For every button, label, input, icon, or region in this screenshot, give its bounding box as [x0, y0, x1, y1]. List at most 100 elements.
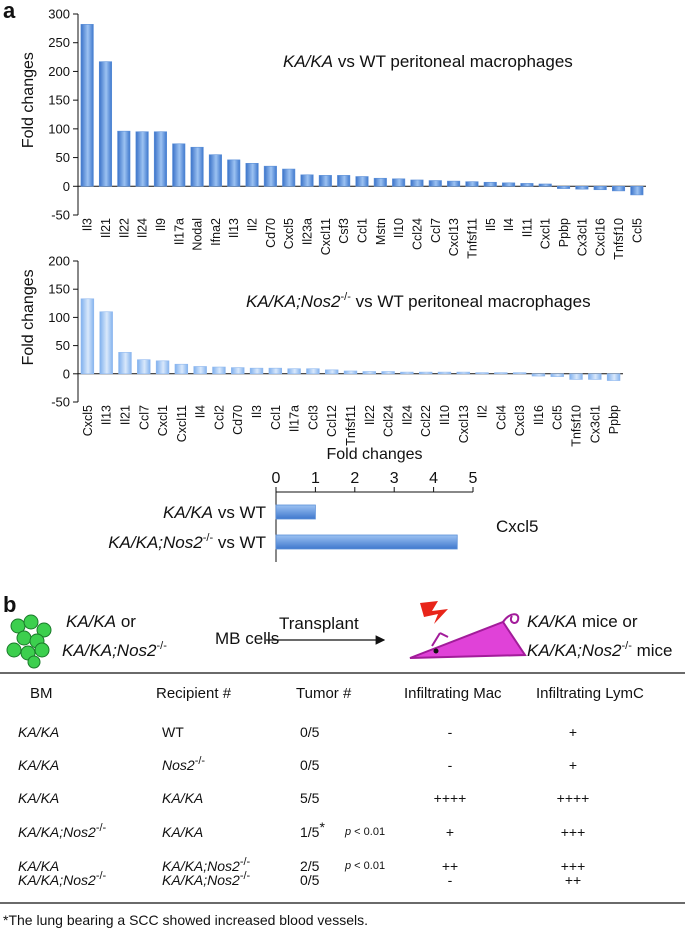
x-tick-label: Tnfsf10 [612, 218, 626, 260]
bar-ccl7 [428, 180, 442, 187]
bar-il16 [531, 373, 546, 377]
bar-cxcl5-row-2 [275, 534, 458, 550]
bar-ccl3 [306, 368, 320, 375]
table-footnote: *The lung bearing a SCC showed increased… [3, 912, 368, 928]
bar-il9 [153, 131, 167, 187]
bar-il24 [135, 131, 149, 187]
recipient-line2: KA/KA;Nos2-/- mice [527, 640, 673, 660]
bar-cxcl11 [318, 175, 332, 187]
series-label: Cxcl5 [496, 517, 539, 536]
x-tick-label: Cxcl11 [319, 218, 333, 255]
bar-il13 [227, 159, 241, 187]
y-tick-label: 50 [56, 338, 70, 353]
y-tick-label: 200 [48, 254, 70, 269]
bar-ccl1 [355, 176, 369, 187]
x-tick-label: Ccl5 [630, 218, 644, 243]
x-tick-label: Tnfsf10 [570, 405, 584, 447]
cell-mac: - [448, 724, 453, 740]
cell-recipient: KA/KA [162, 824, 203, 840]
cell-tumor: 5/5 [300, 790, 320, 806]
bar-il2 [475, 372, 489, 375]
x-tick-label: Cxcl1 [156, 405, 170, 436]
cell-lymc: + [569, 724, 577, 740]
bar-ccl1 [268, 367, 283, 375]
cell-pvalue: p < 0.01 [344, 860, 385, 872]
x-tick-label: Cx3cl1 [575, 218, 589, 256]
cell-bm: KA/KA [18, 858, 59, 874]
x-tick-label: 3 [390, 470, 399, 487]
x-tick-label: Ccl24 [382, 405, 396, 437]
x-tick-label: Il23a [301, 218, 315, 245]
bar-il22 [117, 130, 131, 187]
bar-nodal [190, 146, 204, 187]
bar-cxcl13 [447, 180, 461, 187]
header-infiltrating-mac: Infiltrating Mac [404, 685, 502, 702]
y-tick-label: 300 [48, 7, 70, 22]
y-tick-label: -50 [51, 208, 70, 223]
x-tick-label: 2 [350, 470, 359, 487]
x-tick-label: Il11 [520, 218, 534, 237]
x-tick-label: Tnfsf11 [465, 218, 479, 259]
row-label: KA/KA vs WT [163, 503, 266, 522]
chart-cxcl5-comparison: Fold changes 0 1 2 3 4 5 KA/KA vs WT KA/KA;Nos2-… [108, 446, 539, 562]
bar-il3 [249, 367, 264, 375]
bar-cxcl5 [282, 168, 296, 187]
bar-cxcl5 [80, 298, 95, 375]
header-bm: BM [30, 685, 53, 702]
y-axis-title: Fold changes [20, 269, 37, 365]
x-tick-label: Il3 [250, 405, 264, 418]
cell-recipient: KA/KA [162, 790, 203, 806]
table-body: KA/KA WT 0/5 - + KA/KA Nos2-/- 0/5 - + KA/KA KA/KA 5… [18, 724, 589, 888]
bar-ifna2 [208, 154, 222, 187]
bar-cx3cl1 [575, 185, 589, 190]
bar-cxcl13 [456, 371, 470, 375]
y-axis-title: Fold changes [20, 52, 37, 148]
x-tick-label: Ppbp [607, 405, 621, 434]
transplant-results-table: BM Recipient # Tumor # Infiltrating Mac … [0, 672, 685, 928]
bar-ccl7 [137, 359, 151, 375]
bar-ccl5 [550, 373, 564, 377]
bar-il17a [172, 143, 186, 187]
bar-ccl22 [418, 371, 433, 375]
bar-tnfsf10 [569, 373, 583, 380]
mb-cells-cluster-icon [6, 614, 52, 669]
bar-ccl5 [630, 185, 644, 196]
chart-title: KA/KA vs WT peritoneal macrophages [283, 52, 573, 71]
y-tick-label: 100 [48, 310, 70, 325]
x-axis-title: Fold changes [326, 446, 422, 463]
y-tick-label: -50 [51, 395, 70, 410]
x-tick-label: Il10 [438, 405, 452, 425]
x-tick-label: Cx3cl1 [588, 405, 602, 443]
chart-ka-vs-wt: -50 0 50 100 150 200 250 300 Fold changes Il3 Il21… [20, 7, 646, 260]
bar-il24 [400, 371, 414, 375]
bar-il13 [99, 311, 113, 375]
bar-il23a [300, 174, 314, 187]
cell-pvalue: p < 0.01 [344, 826, 385, 838]
bar-il4 [502, 182, 516, 187]
cell-lymc: ++++ [557, 790, 590, 806]
bar-il21 [98, 61, 113, 187]
x-tick-label: Cd70 [231, 405, 245, 435]
bar-cx3cl1 [588, 373, 602, 380]
header-recipient: Recipient # [156, 685, 232, 702]
x-tick-label: Mstn [374, 218, 388, 245]
cell-mac: ++++ [434, 790, 467, 806]
panel-b-letter: b [3, 592, 16, 617]
x-tick-label: Ccl1 [356, 218, 370, 243]
x-tick-label: Ccl22 [419, 405, 433, 437]
bar-il11 [520, 183, 534, 187]
donor-genotype-line2: KA/KA;Nos2-/- [62, 640, 167, 660]
cell-tumor: 1/5* [300, 819, 325, 840]
cell-mac: - [448, 757, 453, 773]
cell-bm: KA/KA [18, 790, 59, 806]
x-tick-label: Cxcl13 [447, 218, 461, 256]
cell-lymc: + [569, 757, 577, 773]
transplant-label: Transplant [279, 614, 359, 633]
x-tick-label: Cxcl13 [457, 405, 471, 443]
x-tick-label: Il13 [100, 405, 114, 425]
x-tick-label: Il24 [136, 218, 150, 238]
x-tick-label: Il22 [363, 405, 377, 425]
bar-cd70 [263, 165, 277, 187]
cell-lymc: ++ [565, 872, 581, 888]
bar-cxcl3 [512, 372, 527, 375]
